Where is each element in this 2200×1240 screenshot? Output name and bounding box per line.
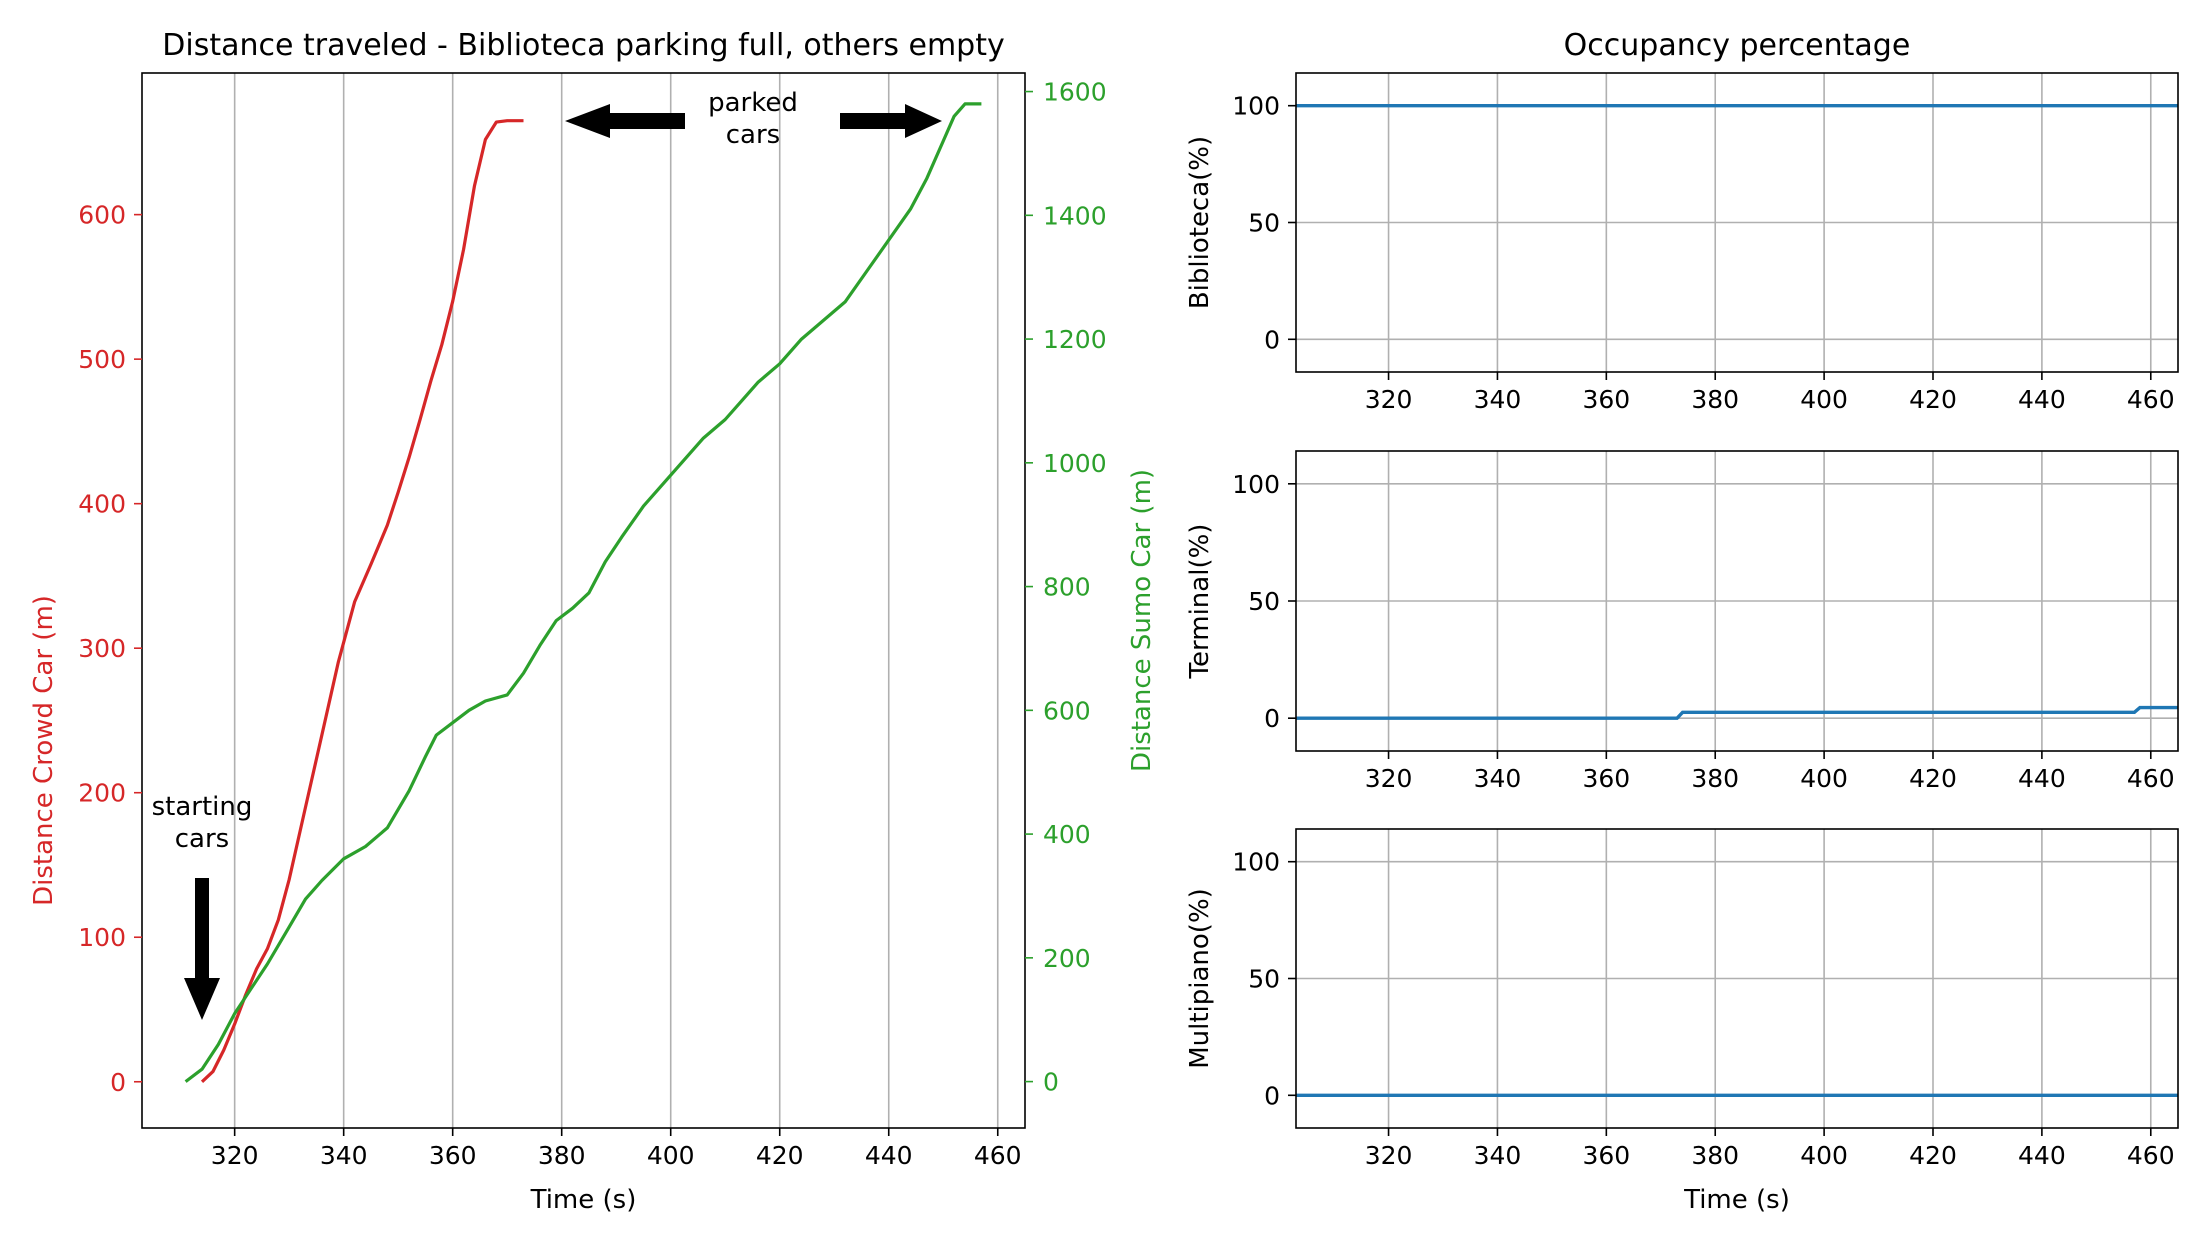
y-right-tick-label: 400 — [1043, 820, 1091, 849]
x-tick-label: 460 — [2127, 1141, 2175, 1170]
y-tick-label: 50 — [1248, 965, 1280, 994]
x-tick-label: 440 — [865, 1141, 913, 1170]
y-tick-label: 0 — [1264, 1081, 1280, 1110]
y-right-tick-label: 1400 — [1043, 201, 1107, 230]
x-tick-label: 360 — [1582, 385, 1630, 414]
y-tick-label: 100 — [1232, 470, 1280, 499]
x-tick-label: 340 — [1474, 764, 1522, 793]
y-right-tick-label: 200 — [1043, 944, 1091, 973]
y-left-tick-label: 400 — [78, 490, 126, 519]
chart-title: Distance traveled - Biblioteca parking f… — [162, 28, 1004, 63]
subplot-y-label: Multipiano(%) — [1185, 888, 1215, 1069]
y-left-tick-label: 600 — [78, 201, 126, 230]
x-tick-label: 400 — [1800, 764, 1848, 793]
x-tick-label: 400 — [1800, 385, 1848, 414]
x-tick-label: 420 — [1909, 1141, 1957, 1170]
occupancy-chart: Occupancy percentage 320 340 360 380 400 420 44… — [1185, 28, 2179, 1215]
occupancy-title: Occupancy percentage — [1564, 28, 1911, 63]
x-tick-label: 460 — [2127, 385, 2175, 414]
x-tick-label: 420 — [1909, 385, 1957, 414]
distance-chart: Distance traveled - Biblioteca parking f… — [29, 28, 1157, 1215]
y-tick-label: 50 — [1248, 587, 1280, 616]
right-arrow-icon — [840, 104, 942, 138]
y-left-tick-label: 500 — [78, 345, 126, 374]
y-right-tick-label: 1000 — [1043, 449, 1107, 478]
y-left-tick-label: 200 — [78, 779, 126, 808]
x-tick-label: 360 — [429, 1141, 477, 1170]
y-tick-label: 50 — [1248, 209, 1280, 238]
x-tick-label: 420 — [756, 1141, 804, 1170]
starting-cars-annotation: starting — [152, 792, 253, 822]
x-tick-label: 440 — [2018, 385, 2066, 414]
y-tick-label: 0 — [1264, 704, 1280, 733]
x-tick-label: 340 — [1474, 1141, 1522, 1170]
occupancy-subplot: 320 340 360 380 400 420 440 460 0 50 100 Terminal(%… — [1185, 450, 2179, 793]
x-tick-label: 380 — [1691, 1141, 1739, 1170]
y-right-tick-label: 1600 — [1043, 78, 1107, 107]
y-right-tick-label: 600 — [1043, 696, 1091, 725]
sumo-car-line — [184, 102, 982, 1083]
x-tick-label: 460 — [974, 1141, 1022, 1170]
x-tick-label: 380 — [1691, 385, 1739, 414]
y-tick-label: 0 — [1264, 325, 1280, 354]
y-tick-label: 100 — [1232, 848, 1280, 877]
x-axis-label: Time (s) — [1683, 1185, 1790, 1215]
x-axis-label: Time (s) — [530, 1185, 637, 1215]
starting-cars-annotation: cars — [175, 824, 229, 854]
y-left-tick-label: 300 — [78, 634, 126, 663]
x-tick-label: 400 — [647, 1141, 695, 1170]
x-tick-label: 420 — [1909, 764, 1957, 793]
x-tick-label: 320 — [1365, 764, 1413, 793]
x-tick-label: 340 — [320, 1141, 368, 1170]
y-tick-label: 100 — [1232, 92, 1280, 121]
occupancy-line — [1296, 705, 2178, 720]
parked-cars-annotation: parked — [708, 88, 798, 118]
x-tick-label: 340 — [1474, 385, 1522, 414]
occupancy-subplot: 320 340 360 380 400 420 440 460 0 50 100 Biblioteca… — [1185, 72, 2179, 414]
subplot-y-label: Biblioteca(%) — [1185, 136, 1215, 309]
occupancy-subplot: 320 340 360 380 400 420 440 460 0 50 100 Multipiano… — [1185, 828, 2179, 1170]
x-tick-label: 320 — [211, 1141, 259, 1170]
x-tick-label: 460 — [2127, 764, 2175, 793]
x-tick-label: 440 — [2018, 1141, 2066, 1170]
y-right-tick-label: 800 — [1043, 573, 1091, 602]
y-right-tick-label: 1200 — [1043, 325, 1107, 354]
x-tick-label: 400 — [1800, 1141, 1848, 1170]
x-tick-label: 380 — [1691, 764, 1739, 793]
crowd-car-line — [200, 119, 524, 1083]
parked-cars-annotation: cars — [726, 120, 780, 150]
x-tick-label: 320 — [1365, 385, 1413, 414]
subplot-y-label: Terminal(%) — [1185, 524, 1215, 680]
y-right-axis-label: Distance Sumo Car (m) — [1127, 469, 1157, 772]
x-tick-label: 360 — [1582, 1141, 1630, 1170]
left-arrow-icon — [565, 104, 685, 138]
y-left-axis-label: Distance Crowd Car (m) — [29, 595, 59, 906]
y-left-tick-label: 0 — [110, 1068, 126, 1097]
x-tick-label: 380 — [538, 1141, 586, 1170]
y-right-tick-label: 0 — [1043, 1068, 1059, 1097]
x-tick-label: 320 — [1365, 1141, 1413, 1170]
x-tick-label: 440 — [2018, 764, 2066, 793]
y-left-tick-label: 100 — [78, 923, 126, 952]
x-tick-label: 360 — [1582, 764, 1630, 793]
plot-frame — [141, 72, 1026, 1129]
down-arrow-icon — [184, 878, 220, 1020]
